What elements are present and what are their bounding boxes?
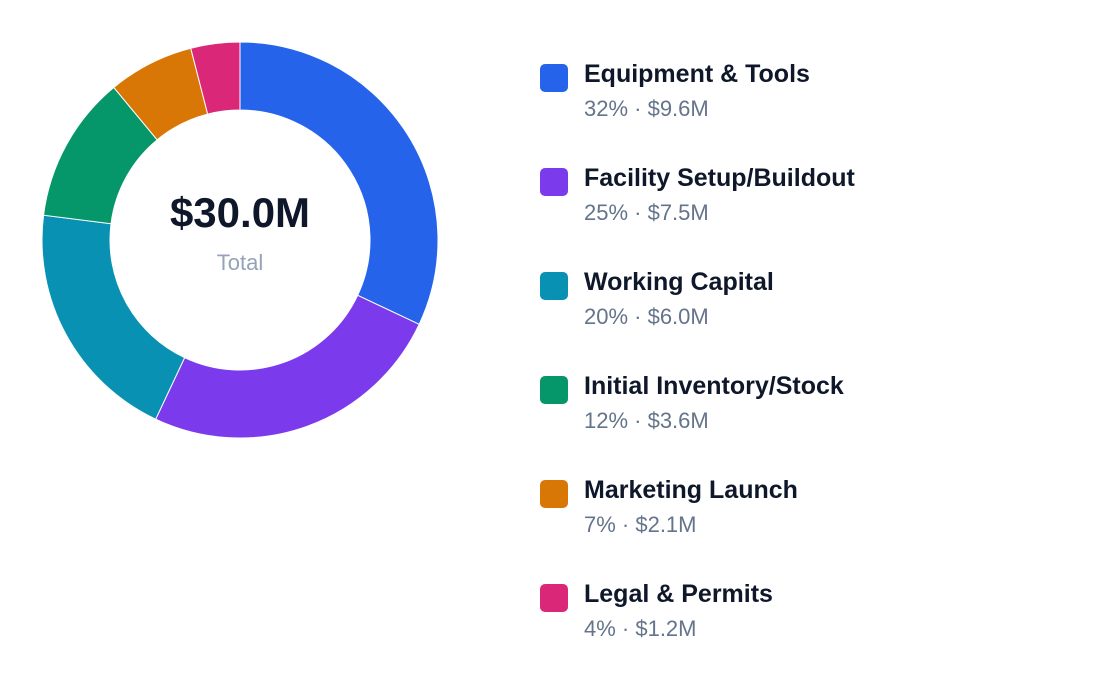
legend-swatch [540,272,568,300]
legend-item-facility-setup: Facility Setup/Buildout 25% · $7.5M [540,164,1100,268]
donut-slice-working-capital [41,214,186,420]
legend-swatch [540,480,568,508]
donut-slice-facility-setup-buildout [155,294,420,439]
legend-detail: 4% · $1.2M [584,616,697,641]
legend-swatch [540,64,568,92]
legend-label: Marketing Launch [584,476,798,504]
legend: Equipment & Tools 32% · $9.6M Facility S… [540,60,1100,684]
legend-detail: 7% · $2.1M [584,512,697,537]
legend-item-marketing-launch: Marketing Launch 7% · $2.1M [540,476,1100,580]
legend-detail: 12% · $3.6M [584,408,709,433]
legend-item-equipment-tools: Equipment & Tools 32% · $9.6M [540,60,1100,164]
legend-detail: 20% · $6.0M [584,304,709,329]
legend-label: Facility Setup/Buildout [584,164,855,192]
legend-swatch [540,168,568,196]
legend-swatch [540,376,568,404]
donut-chart-svg [41,41,439,439]
legend-item-working-capital: Working Capital 20% · $6.0M [540,268,1100,372]
legend-swatch [540,584,568,612]
donut-chart: $30.0M Total [40,40,440,440]
donut-slice-legal-permits [190,41,241,115]
legend-label: Legal & Permits [584,580,773,608]
legend-label: Initial Inventory/Stock [584,372,844,400]
legend-label: Working Capital [584,268,774,296]
donut-slice-equipment-tools [239,41,439,325]
legend-detail: 32% · $9.6M [584,96,709,121]
legend-detail: 25% · $7.5M [584,200,709,225]
legend-item-legal-permits: Legal & Permits 4% · $1.2M [540,580,1100,684]
legend-item-initial-inventory: Initial Inventory/Stock 12% · $3.6M [540,372,1100,476]
legend-label: Equipment & Tools [584,60,810,88]
